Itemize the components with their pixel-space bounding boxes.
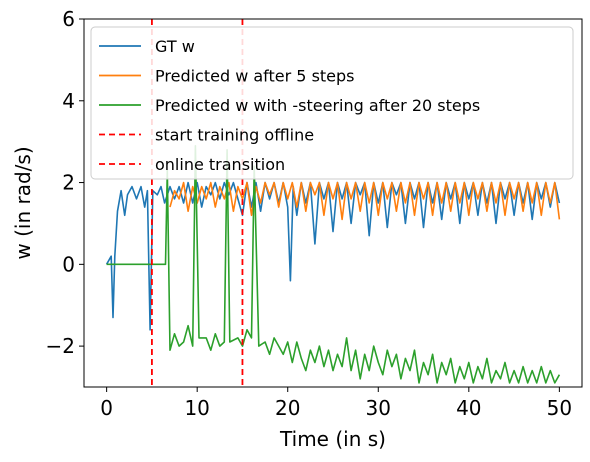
y-tick-label: 6: [62, 7, 75, 31]
legend-label-1: GT w: [155, 37, 195, 56]
legend-label-4: start training offline: [155, 126, 314, 145]
y-tick-label: −2: [46, 334, 75, 358]
x-tick-label: 20: [275, 396, 300, 420]
x-tick-label: 10: [184, 396, 209, 420]
legend-label-5: online transition: [155, 155, 285, 174]
x-tick-label: 30: [366, 396, 391, 420]
x-tick-label: 40: [456, 396, 481, 420]
legend-box: [90, 26, 574, 180]
plot-frame: [83, 18, 583, 388]
series-line-2: [169, 181, 561, 221]
y-axis-label: w (in rad/s): [11, 146, 35, 259]
y-tick-label: 0: [62, 252, 75, 276]
legend-label-2: Predicted w after 5 steps: [155, 67, 355, 86]
y-tick-label: 4: [62, 89, 75, 113]
x-axis-label: Time (in s): [279, 427, 386, 451]
legend: GT w Predicted w after 5 steps Predicted w…: [90, 26, 574, 180]
legend-label-3: Predicted w with -steering after 20 step…: [155, 96, 480, 115]
series-line-3: [106, 145, 561, 384]
ticks-layer: 0 10 20 30 40 50 −2 0 2 4 6: [46, 7, 573, 420]
x-tick-label: 50: [547, 396, 572, 420]
x-tick-label: 0: [100, 396, 113, 420]
y-tick-label: 2: [62, 171, 75, 195]
